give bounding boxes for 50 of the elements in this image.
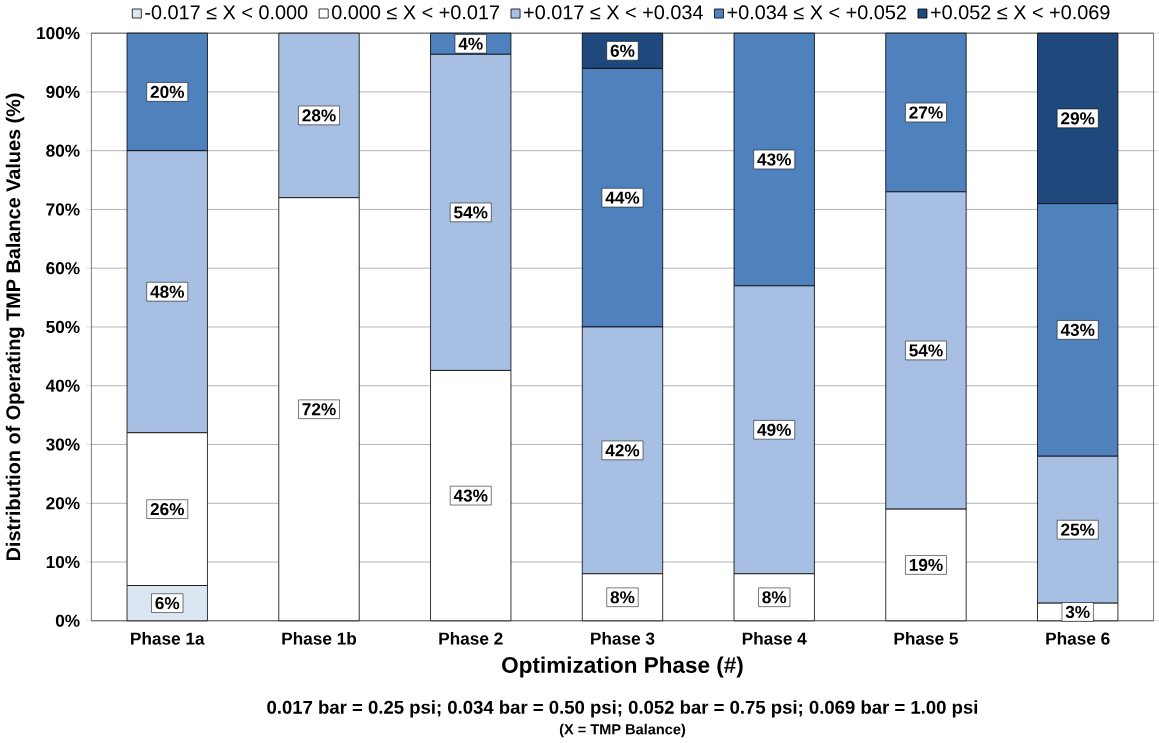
data-label: 43% bbox=[1060, 323, 1095, 336]
data-label: 43% bbox=[757, 153, 791, 166]
data-label: 28% bbox=[302, 109, 336, 122]
data-label: 6% bbox=[610, 44, 635, 57]
x-tick-label: Phase 6 bbox=[1046, 632, 1110, 645]
y-tick-label: 60% bbox=[46, 262, 80, 275]
data-label: 42% bbox=[605, 444, 640, 457]
data-label: 27% bbox=[909, 106, 943, 119]
legend-label: 0.000 ≤ X < +0.017 bbox=[332, 5, 500, 20]
data-label: 20% bbox=[150, 85, 185, 98]
legend-label: +0.034 ≤ X < +0.052 bbox=[727, 5, 906, 20]
y-tick-label: 80% bbox=[46, 144, 80, 157]
y-tick-label: 70% bbox=[46, 203, 80, 216]
data-label: 3% bbox=[1065, 605, 1090, 619]
y-tick-label: 100% bbox=[37, 27, 80, 40]
data-label: 8% bbox=[610, 591, 635, 604]
legend-label: +0.017 ≤ X < +0.034 bbox=[524, 5, 703, 20]
legend-label: +0.052 ≤ X < +0.069 bbox=[931, 5, 1110, 20]
data-label: 48% bbox=[150, 285, 185, 298]
text: (X = TMP Balance) bbox=[559, 723, 686, 738]
data-label: 72% bbox=[302, 403, 336, 416]
y-tick-label: 50% bbox=[46, 320, 80, 334]
y-tick-label: 20% bbox=[46, 497, 80, 510]
x-tick-label: Phase 3 bbox=[591, 632, 655, 645]
y-axis-title: Distribution of Operating TMP Balance Values (%) bbox=[5, 93, 25, 561]
legend-label: -0.017 ≤ X < 0.000 bbox=[145, 5, 308, 20]
data-label: 44% bbox=[605, 191, 640, 204]
data-label: 29% bbox=[1061, 112, 1095, 125]
x-tick-label: Phase 1a bbox=[131, 632, 205, 645]
y-tick-label: 40% bbox=[45, 379, 80, 392]
y-tick-label: 90% bbox=[46, 85, 80, 99]
data-label: 6% bbox=[155, 597, 180, 610]
data-label: 25% bbox=[1061, 523, 1095, 536]
x-tick-label: Phase 1b bbox=[282, 632, 357, 645]
y-tick-label: 30% bbox=[46, 438, 80, 451]
data-label: 54% bbox=[454, 206, 488, 219]
data-label: 54% bbox=[909, 344, 943, 357]
data-label: 8% bbox=[762, 591, 787, 604]
x-tick-label: Phase 2 bbox=[439, 632, 503, 645]
x-tick-label: Phase 5 bbox=[894, 632, 958, 645]
data-label: 43% bbox=[453, 489, 488, 502]
text: 0.017 bar = 0.25 psi; 0.034 bar = 0.50 psi; 0.052 bar = 0.75 psi; 0.069 bar = 1.00 psi bbox=[267, 700, 978, 718]
data-label: 49% bbox=[757, 423, 791, 436]
data-label: 26% bbox=[150, 503, 185, 516]
data-label: 4% bbox=[458, 37, 483, 50]
data-label: 19% bbox=[909, 558, 943, 572]
y-tick-label: 0% bbox=[55, 614, 80, 627]
y-tick-label: 10% bbox=[46, 555, 80, 569]
x-axis-title: Optimization Phase (#) bbox=[502, 656, 743, 678]
x-tick-label: Phase 4 bbox=[742, 632, 807, 645]
